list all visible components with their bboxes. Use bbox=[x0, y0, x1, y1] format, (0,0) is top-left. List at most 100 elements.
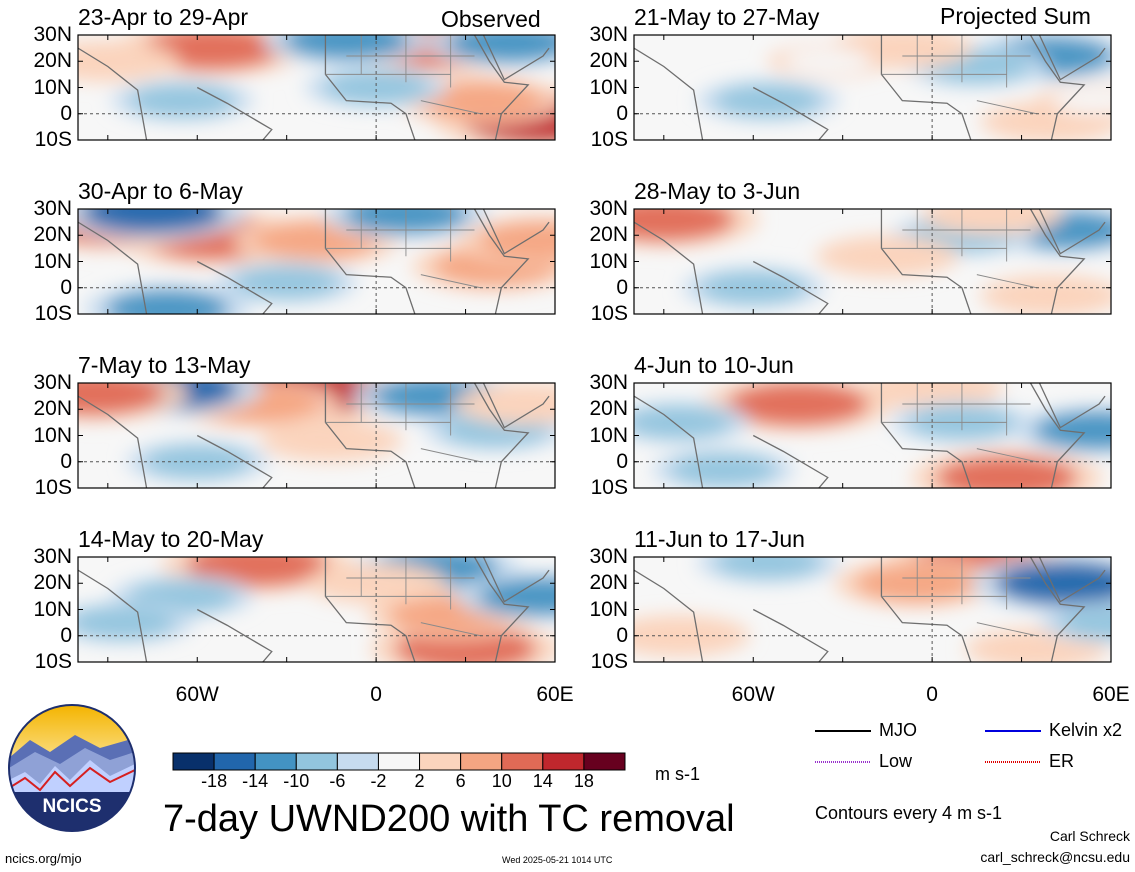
y-tick-label: 10N bbox=[33, 75, 72, 99]
legend bbox=[815, 730, 1041, 763]
y-tick-label: 0 bbox=[60, 623, 72, 647]
y-tick-label: 20N bbox=[33, 397, 72, 421]
anomaly-blob bbox=[105, 289, 230, 314]
x-tick-label: 60E bbox=[1092, 683, 1130, 706]
anomaly-blob bbox=[670, 453, 777, 486]
colorbar-swatch bbox=[419, 752, 462, 771]
y-tick-label: 30N bbox=[33, 23, 72, 46]
coastline bbox=[634, 557, 1106, 662]
legend-label: MJO bbox=[879, 720, 917, 740]
anomaly-blob bbox=[983, 632, 1090, 662]
colorbar-swatch bbox=[172, 752, 215, 771]
y-tick-label: 30N bbox=[589, 371, 628, 394]
coastline bbox=[634, 35, 1106, 140]
y-tick-label: 0 bbox=[60, 275, 72, 299]
logo-text: NCICS bbox=[42, 796, 101, 817]
y-tick-label: 10S bbox=[34, 650, 72, 673]
y-tick-label: 0 bbox=[616, 449, 628, 473]
y-tick-label: 30N bbox=[589, 197, 628, 220]
anomaly-blob bbox=[938, 209, 1045, 231]
x-tick-label: 60W bbox=[175, 683, 219, 706]
panel-title: 28-May to 3-Jun bbox=[634, 178, 801, 204]
y-tick-label: 20N bbox=[33, 223, 72, 247]
column-title-projected: Projected Sum bbox=[940, 3, 1091, 29]
y-tick-label: 10N bbox=[589, 249, 628, 273]
anomaly-blob bbox=[78, 383, 164, 416]
anomaly-blob bbox=[634, 209, 735, 242]
y-tick-label: 10N bbox=[589, 75, 628, 99]
y-tick-label: 10N bbox=[33, 597, 72, 621]
colorbar-label: 10 bbox=[491, 771, 512, 791]
anomaly-blob bbox=[998, 279, 1105, 312]
coastline bbox=[78, 209, 550, 314]
author-name: Carl Schreck bbox=[1049, 828, 1130, 844]
anomaly-blob bbox=[322, 71, 430, 104]
y-tick-label: 30N bbox=[589, 23, 628, 46]
coastline bbox=[78, 35, 550, 140]
colorbar-label: 6 bbox=[455, 771, 466, 791]
anomaly-blob bbox=[783, 47, 873, 75]
y-tick-label: 0 bbox=[616, 101, 628, 125]
y-tick-label: 10S bbox=[590, 128, 628, 151]
map-panel bbox=[77, 556, 556, 663]
panel-title: 23-Apr to 29-Apr bbox=[78, 4, 249, 30]
coastline bbox=[634, 209, 1106, 314]
y-tick-label: 10S bbox=[34, 128, 72, 151]
y-tick-label: 0 bbox=[616, 275, 628, 299]
map-panel bbox=[633, 208, 1112, 315]
y-tick-label: 0 bbox=[60, 449, 72, 473]
colorbar-swatch bbox=[460, 752, 503, 771]
y-tick-label: 20N bbox=[33, 571, 72, 595]
country-borders bbox=[325, 35, 481, 115]
y-tick-label: 10S bbox=[34, 476, 72, 499]
colorbar-label: -14 bbox=[242, 771, 269, 791]
y-tick-label: 30N bbox=[33, 371, 72, 394]
anomaly-blob bbox=[714, 557, 822, 579]
panel-title: 4-Jun to 10-Jun bbox=[634, 352, 794, 378]
legend-label: ER bbox=[1049, 751, 1075, 771]
map-panel bbox=[77, 208, 556, 315]
coastline bbox=[78, 557, 550, 662]
anomaly-blob bbox=[700, 271, 807, 304]
y-tick-label: 10N bbox=[33, 249, 72, 273]
x-tick-label: 0 bbox=[926, 683, 938, 706]
y-tick-label: 20N bbox=[589, 571, 628, 595]
anomaly-blob bbox=[1051, 87, 1111, 115]
colorbar-swatch bbox=[213, 752, 256, 771]
column-title-observed: Observed bbox=[441, 6, 541, 32]
coastline bbox=[634, 383, 1106, 488]
legend-label: Low bbox=[879, 751, 913, 771]
anomaly-blob bbox=[935, 455, 1078, 488]
colorbar-label: 2 bbox=[414, 771, 425, 791]
country-borders bbox=[881, 557, 1037, 637]
colorbar-label: 14 bbox=[532, 771, 553, 791]
y-tick-label: 10N bbox=[589, 597, 628, 621]
colorbar-swatch bbox=[295, 752, 338, 771]
country-borders bbox=[325, 383, 481, 463]
anomaly-blob bbox=[78, 606, 176, 639]
map-panel bbox=[77, 34, 556, 141]
country-borders bbox=[881, 209, 1037, 289]
country-borders bbox=[325, 209, 481, 289]
map-panel bbox=[633, 556, 1112, 663]
y-tick-label: 10S bbox=[34, 302, 72, 325]
y-tick-label: 30N bbox=[33, 197, 72, 220]
anomaly-blob bbox=[144, 445, 251, 478]
site-url: ncics.org/mjo bbox=[5, 851, 82, 866]
colorbar-label: -2 bbox=[370, 771, 387, 791]
anomaly-blob bbox=[714, 84, 822, 117]
anomaly-blob bbox=[1057, 606, 1111, 639]
legend-label: Kelvin x2 bbox=[1049, 720, 1123, 740]
timestamp: Wed 2025-05-21 1014 UTC bbox=[502, 855, 613, 865]
anomaly-blob bbox=[634, 406, 732, 439]
x-tick-label: 60E bbox=[536, 683, 574, 706]
y-tick-label: 0 bbox=[60, 101, 72, 125]
x-tick-label: 0 bbox=[370, 683, 382, 706]
anomaly-blob bbox=[129, 84, 236, 117]
y-tick-label: 20N bbox=[33, 49, 72, 73]
panel-title: 21-May to 27-May bbox=[634, 4, 820, 30]
anomaly-blob bbox=[878, 383, 986, 405]
panel-title: 11-Jun to 17-Jun bbox=[634, 526, 805, 552]
y-tick-label: 10N bbox=[589, 423, 628, 447]
